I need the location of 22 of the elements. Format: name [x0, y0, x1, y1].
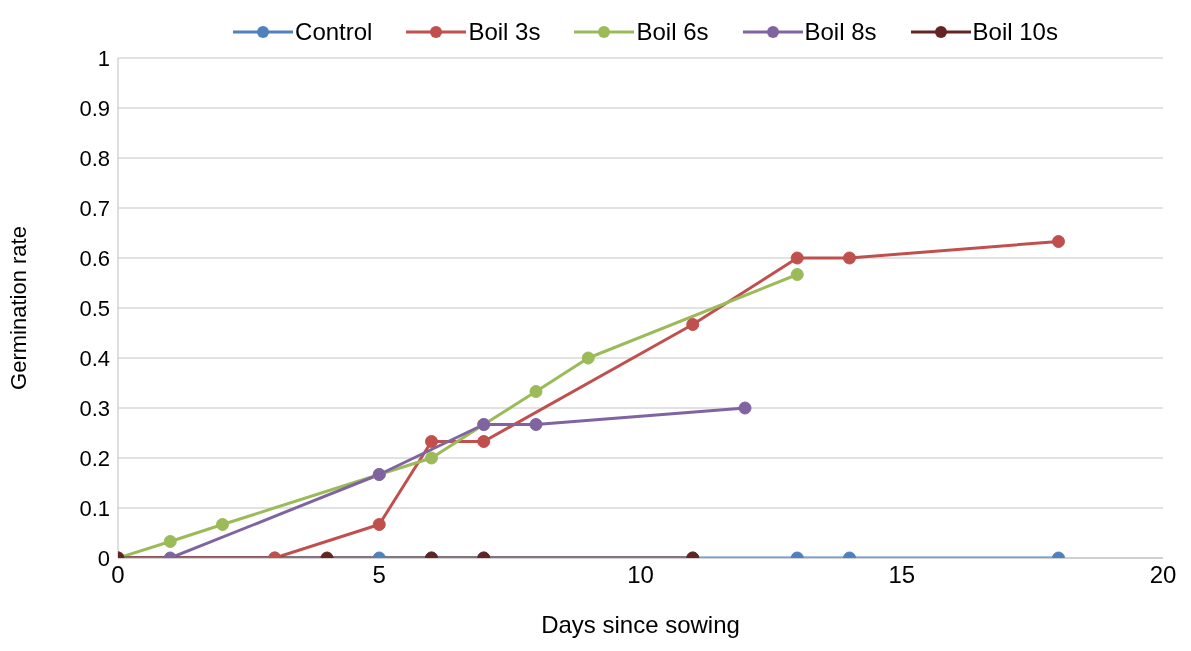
legend-label: Boil 6s	[635, 18, 709, 46]
y-tick-label: 0.7	[79, 195, 110, 221]
x-axis-title: Days since sowing	[541, 611, 740, 638]
legend-label: Control	[294, 18, 373, 46]
y-tick-label: 0.5	[79, 295, 110, 321]
y-tick-label: 0.8	[79, 145, 110, 171]
x-tick-label: 5	[372, 561, 386, 589]
x-tick-label: 10	[627, 561, 654, 589]
y-axis-title: Germination rate	[5, 226, 31, 390]
legend-label: Boil 10s	[971, 18, 1058, 46]
y-tick-label: 0	[97, 545, 110, 571]
y-tick-label: 0.2	[79, 445, 110, 471]
legend-label: Boil 8s	[803, 18, 877, 46]
legend-label: Boil 3s	[467, 18, 541, 46]
y-tick-label: 1	[97, 45, 110, 71]
y-tick-label: 0.1	[79, 495, 110, 521]
y-tick-label: 0.6	[79, 245, 110, 271]
y-tick-label: 0.9	[79, 95, 110, 121]
x-tick-label: 15	[888, 561, 916, 589]
y-tick-label: 0.3	[79, 395, 110, 421]
x-tick-label: 20	[1149, 561, 1177, 589]
y-tick-label: 0.4	[79, 345, 110, 371]
